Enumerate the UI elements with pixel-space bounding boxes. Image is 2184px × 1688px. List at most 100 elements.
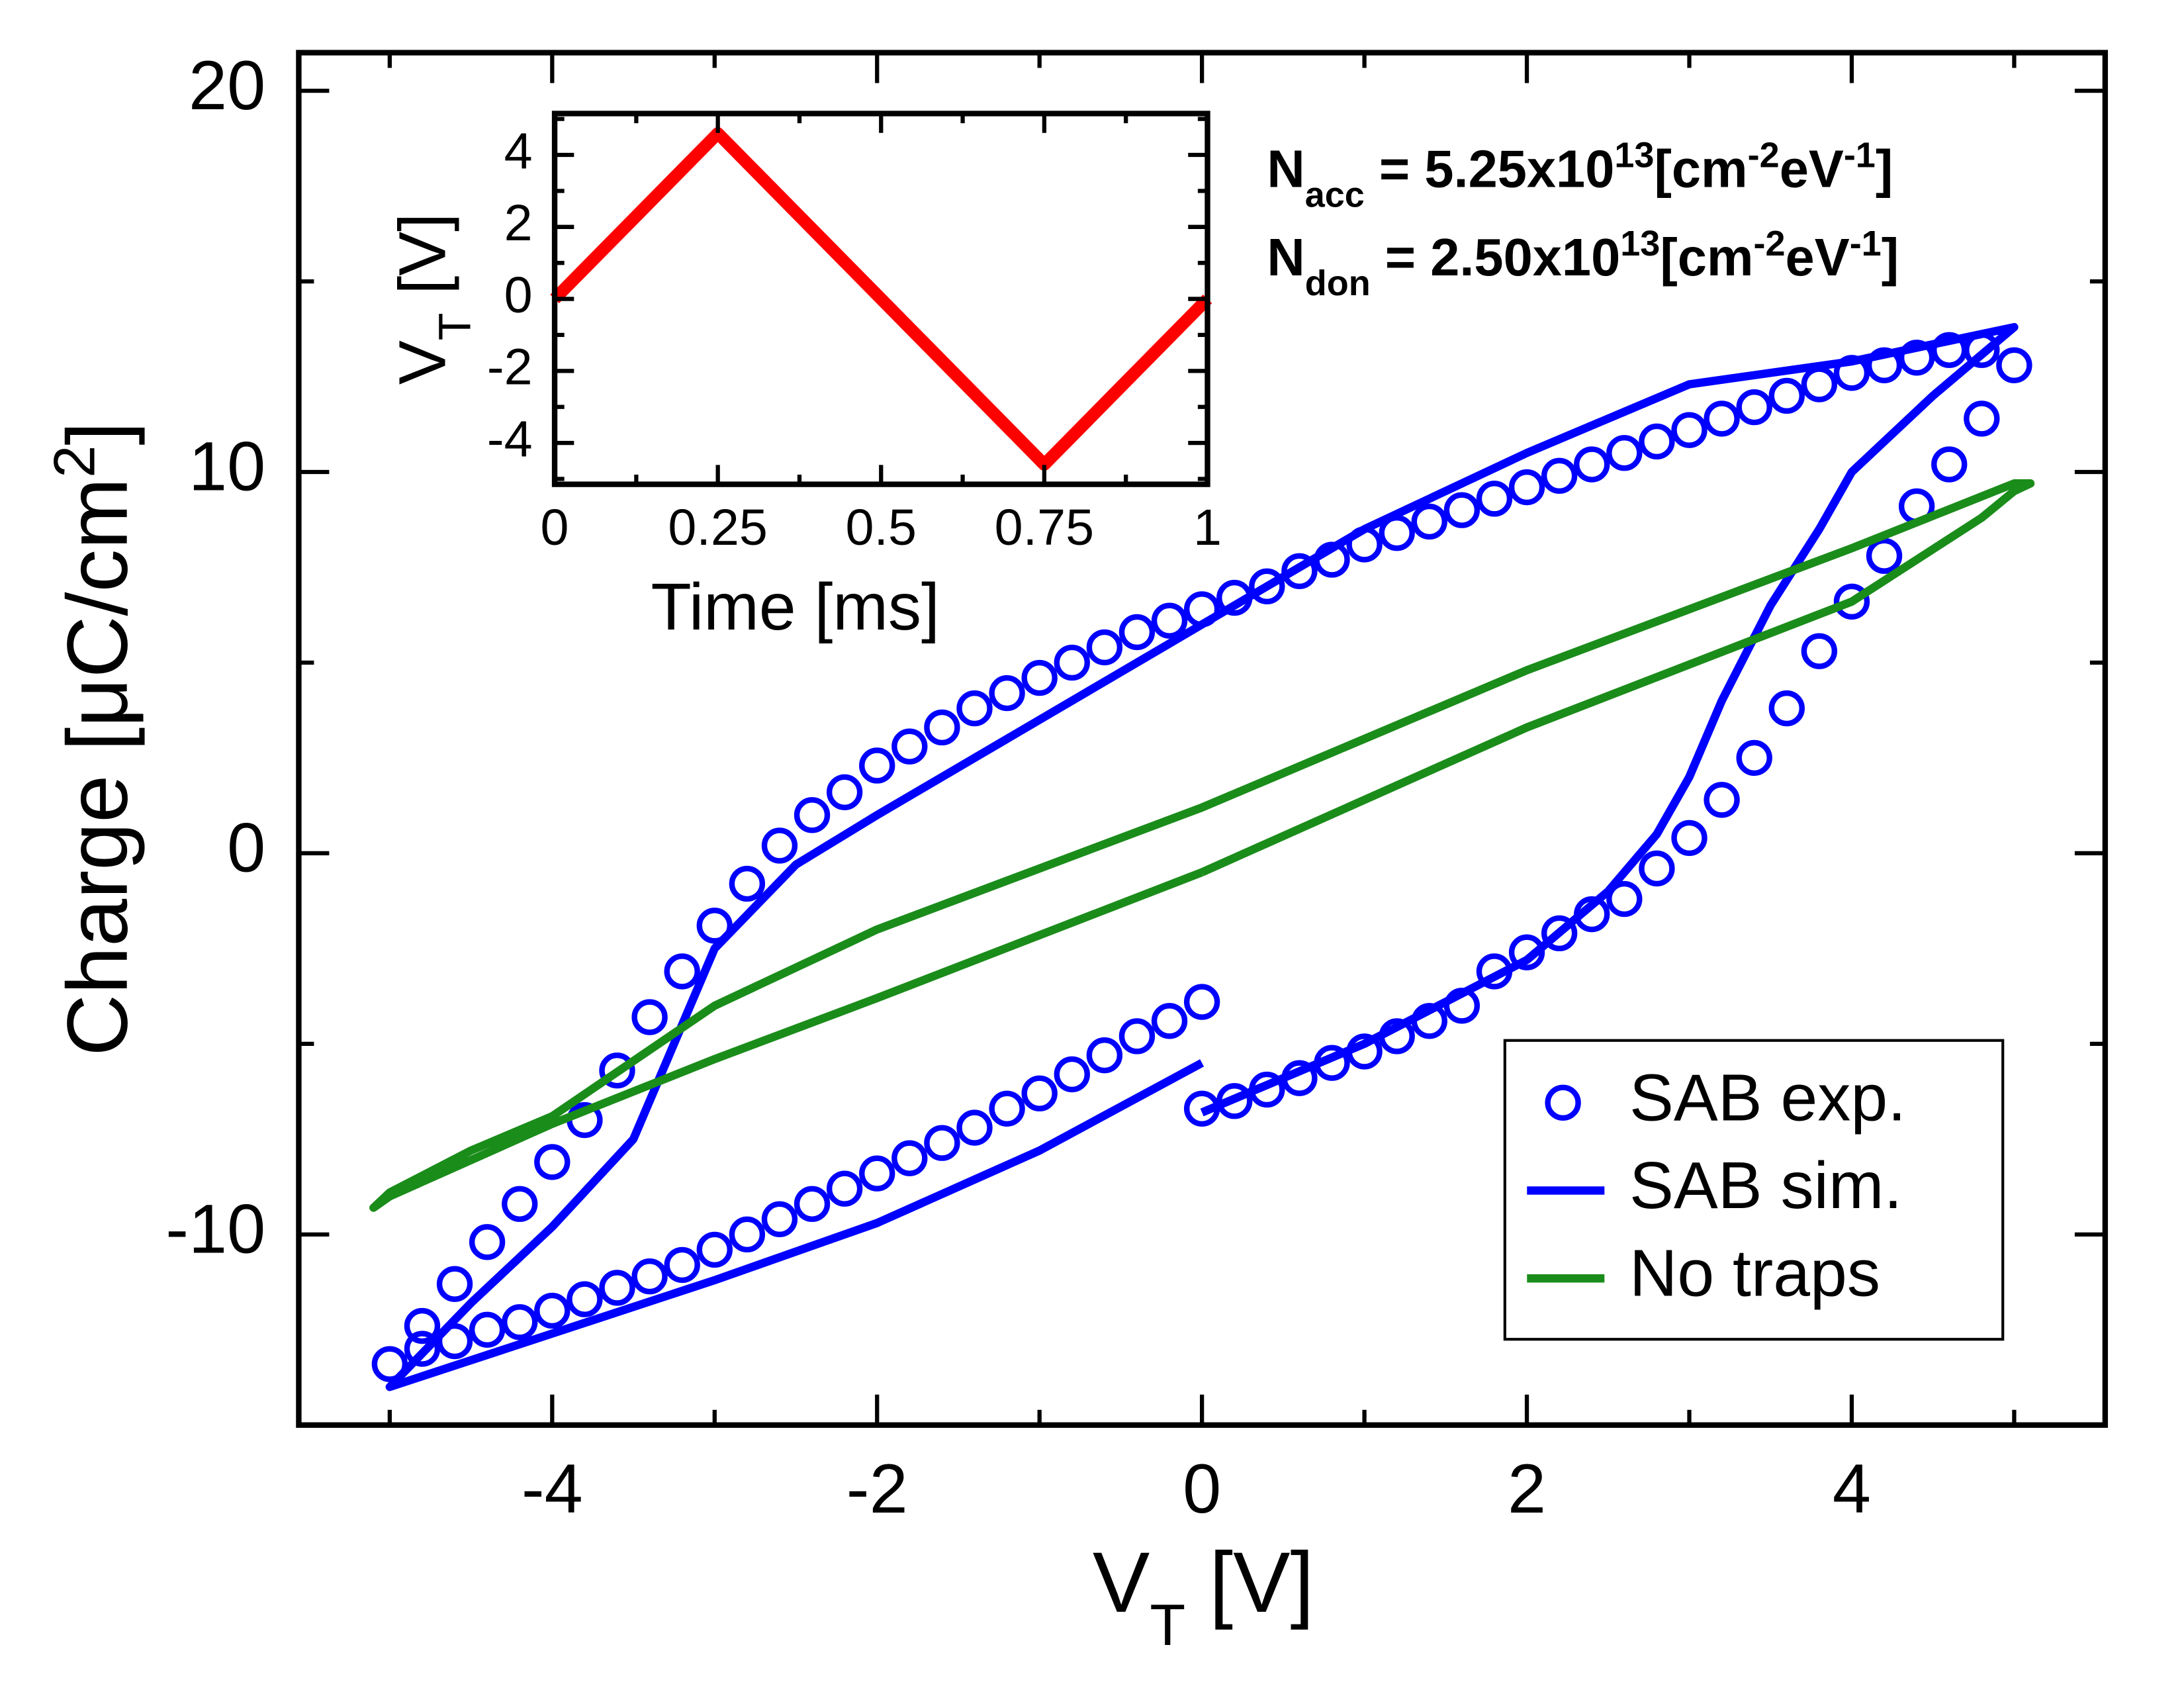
text-part: -1 (1844, 135, 1876, 175)
data-point (1021, 659, 1058, 696)
data-point (1996, 347, 2032, 383)
data-point (1476, 481, 1513, 517)
data-point (794, 1186, 831, 1222)
data-point (1931, 446, 1968, 483)
data-point (1866, 347, 1903, 383)
data-line (385, 322, 2019, 1391)
text-part: 13 (1614, 135, 1654, 175)
data-point (631, 999, 668, 1035)
legend-label: SAB exp. (1629, 1060, 1906, 1135)
data-point (1508, 469, 1545, 506)
text-part: = 5.25x10 (1365, 139, 1615, 198)
data-point (404, 1307, 441, 1344)
x-tick-label: -2 (846, 1450, 908, 1528)
x-tick-label: 0.75 (995, 499, 1094, 556)
data-point (404, 1331, 441, 1367)
data-point (1639, 850, 1675, 887)
x-tick-label: 4 (1833, 1450, 1871, 1528)
data-point (1249, 568, 1285, 604)
y-tick-label: 4 (504, 122, 533, 179)
data-point (1151, 1003, 1188, 1039)
data-point (859, 1155, 895, 1192)
data-point (469, 1311, 506, 1348)
text-part: [cm (1654, 139, 1747, 198)
text-part: [V] (1185, 1535, 1314, 1630)
data-point (696, 1231, 733, 1268)
text-part: 13 (1620, 224, 1660, 263)
text-part: V (1093, 1535, 1150, 1630)
y-tick-label: -4 (487, 411, 533, 468)
data-point (1931, 332, 1968, 368)
data-point (469, 1224, 506, 1260)
text-part: acc (1305, 175, 1365, 214)
data-point (1054, 644, 1090, 681)
data-point (729, 1216, 766, 1252)
text-part: V (386, 340, 460, 385)
data-point (1021, 1075, 1058, 1111)
data-point (1898, 340, 1935, 376)
text-part: N (1267, 228, 1304, 287)
data-point (924, 1125, 960, 1161)
x-tick-label: 0 (541, 499, 569, 556)
data-point (534, 1292, 570, 1329)
data-point (761, 1201, 798, 1237)
data-point (826, 1170, 863, 1207)
rich-text: Nacc = 5.25x1013[cm-2eV-1] (1267, 135, 1893, 214)
x-tick-label: 0.5 (846, 499, 917, 556)
data-point (1768, 377, 1805, 414)
text-part: ] (1876, 139, 1893, 198)
x-tick-label: 2 (1508, 1450, 1546, 1528)
data-point (1671, 820, 1707, 857)
data-point (567, 1281, 603, 1317)
data-point (1086, 629, 1123, 666)
data-point (924, 709, 960, 746)
data-point (1118, 614, 1156, 651)
data-point (1671, 412, 1707, 448)
x-tick-label: -4 (522, 1450, 583, 1528)
data-point (1736, 739, 1772, 776)
data-line (369, 479, 2035, 1212)
x-tick-label: 1 (1193, 499, 1222, 556)
data-point (599, 1270, 635, 1306)
legend-marker (1545, 1084, 1581, 1121)
text-part: = 2.50x10 (1371, 228, 1621, 287)
data-point (1833, 583, 1870, 620)
data-point (1639, 423, 1675, 460)
data-point (631, 1258, 668, 1295)
text-part: [cm (1660, 228, 1753, 287)
text-part: 2 (41, 445, 107, 478)
data-point (599, 1053, 635, 1089)
data-point (729, 865, 766, 902)
text-part: -2 (1754, 224, 1786, 263)
y-tick-label: -2 (487, 339, 533, 396)
data-point (1541, 457, 1578, 494)
data-point (502, 1304, 538, 1340)
text-part: eV (1786, 228, 1850, 287)
data-point (1118, 1018, 1156, 1055)
rich-text: Time [ms] (651, 570, 939, 644)
text-part: Charge [μC/cm (50, 478, 146, 1056)
data-point (1574, 446, 1610, 483)
rich-text: VT [V] (1093, 1535, 1314, 1658)
rich-text: VT [V] (386, 213, 480, 385)
data-point (664, 953, 700, 990)
legend-label: No traps (1629, 1237, 1880, 1311)
data-point (664, 1246, 700, 1284)
text-part: don (1305, 263, 1371, 303)
y-tick-label: 20 (189, 47, 265, 124)
data-point (989, 675, 1025, 712)
y-tick-label: 0 (504, 267, 533, 324)
data-point (891, 728, 928, 765)
data-point (826, 774, 863, 810)
text-part: Time [ms] (651, 570, 939, 644)
data-line (550, 127, 1212, 471)
data-point (1768, 690, 1805, 727)
data-point (371, 1346, 408, 1382)
text-part: -2 (1748, 135, 1780, 175)
data-point (761, 827, 798, 864)
data-point (956, 690, 993, 727)
data-point (1801, 633, 1838, 669)
data-point (1443, 492, 1480, 528)
y-tick-label: 0 (227, 810, 265, 887)
